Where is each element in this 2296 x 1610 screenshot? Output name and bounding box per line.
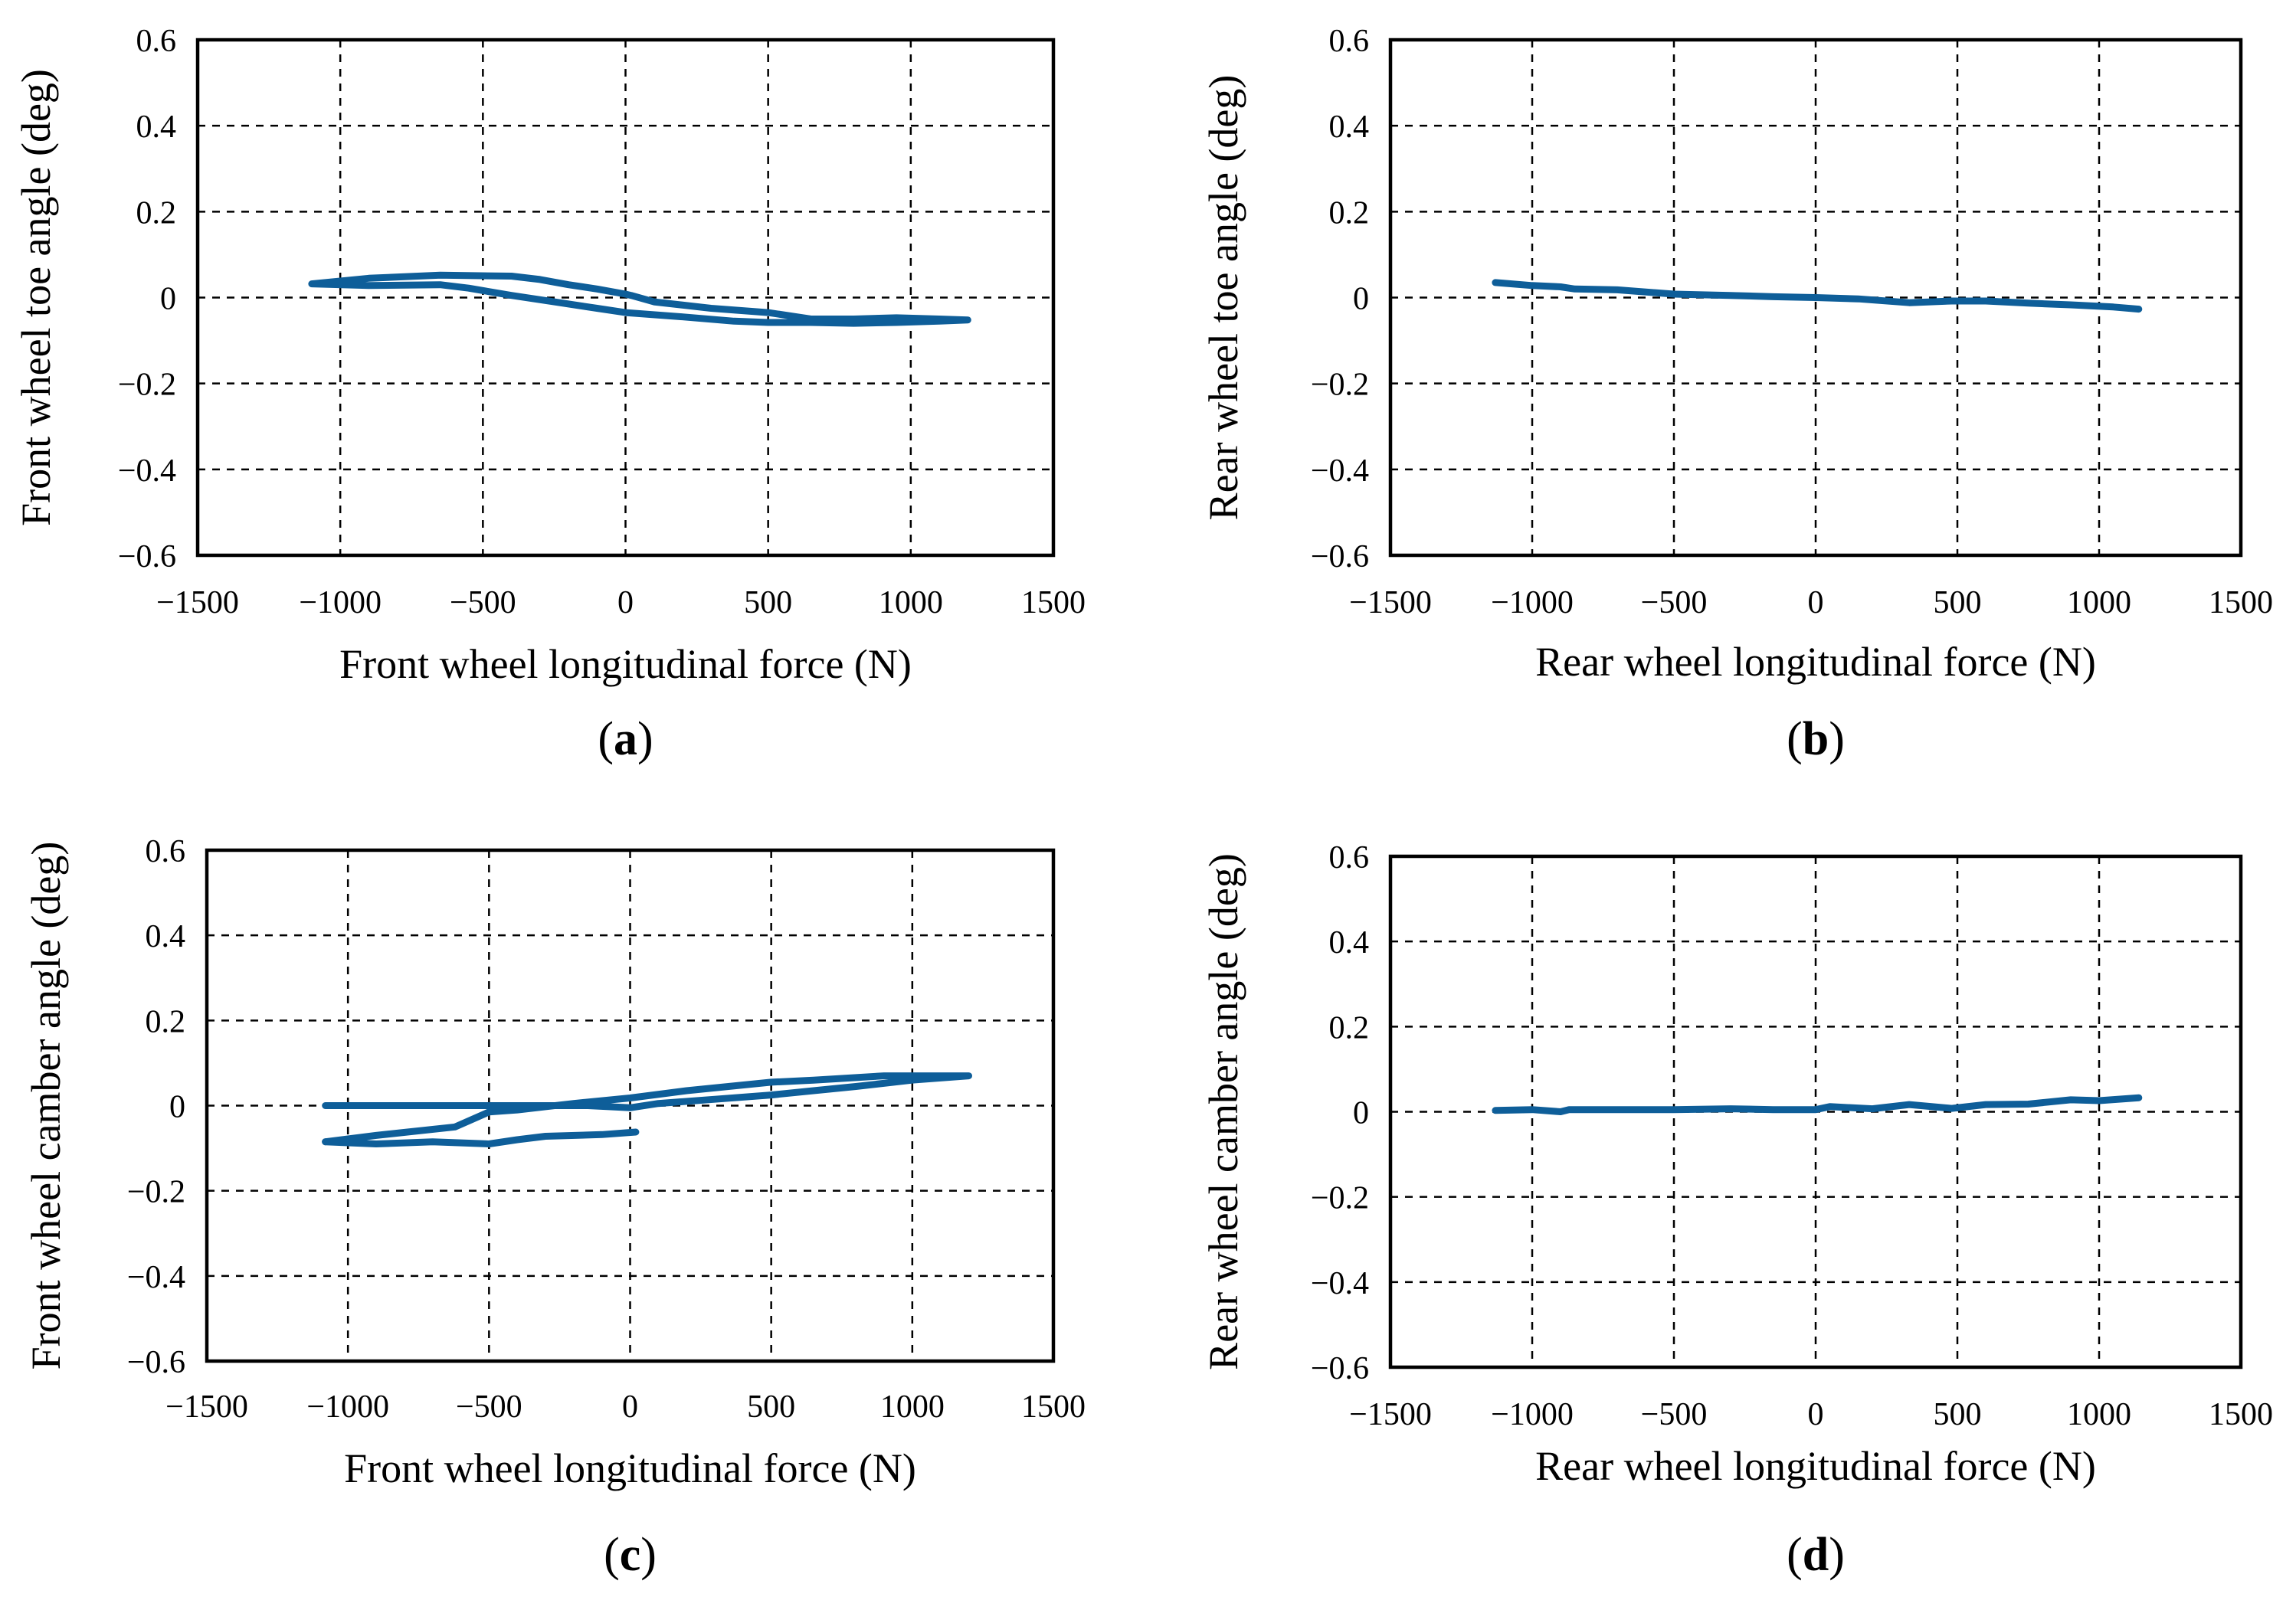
x-tick-label: −500 [1641,1397,1708,1432]
x-tick-label: −1500 [1349,1397,1432,1432]
x-tick-label: −500 [1641,585,1708,620]
x-tick-label: 1000 [2067,1397,2131,1432]
y-tick-label: 0.2 [146,1004,186,1039]
y-tick-label: 0.4 [136,110,177,145]
x-tick-label: −500 [450,585,516,620]
plot-frame [1388,38,2243,558]
x-axis-title: Front wheel longitudinal force (N) [339,641,912,687]
x-tick-label: 0 [617,585,634,620]
y-tick-label: −0.4 [1311,453,1369,489]
x-tick-label: −1000 [1491,585,1574,620]
x-tick-label: 1500 [2209,585,2273,620]
series-line [308,271,971,327]
panel-letter: d [1803,1529,1829,1581]
y-tick-label: −0.6 [1311,1351,1369,1386]
series-line [1492,1094,2143,1115]
y-tick-label: −0.2 [1311,1181,1369,1216]
plot-frame [205,848,1056,1363]
x-tick-label: 1000 [880,1389,945,1425]
x-tick-label: 500 [1934,585,1982,620]
panel-label: (a) [598,713,653,765]
panel-letter: c [620,1529,641,1581]
x-tick-label: −500 [456,1389,522,1425]
y-tick-label: −0.2 [127,1175,185,1210]
x-tick-label: 500 [744,585,792,620]
y-tick-label: 0.6 [136,24,177,59]
y-tick-label: 0 [1353,1096,1369,1131]
x-tick-label: 1000 [2067,585,2131,620]
x-tick-label: −1000 [1491,1397,1574,1432]
panel-label: (c) [604,1529,657,1581]
y-axis-title: Front wheel camber angle (deg) [23,842,69,1370]
y-tick-label: −0.4 [118,453,176,489]
x-tick-label: 1500 [1021,1389,1086,1425]
x-tick-label: 1500 [2209,1397,2273,1432]
series-line [322,1072,972,1146]
y-tick-label: −0.2 [118,368,176,403]
chart-panel-d: −1500 −1000 −500 0 500 1000 1500 0.6 0.4 0.2 0 −0.2… [1200,840,2273,1581]
plot-frame [195,38,1056,558]
y-axis-title: Rear wheel toe angle (deg) [1200,75,1246,521]
y-tick-label: 0 [160,282,176,317]
y-axis-title: Rear wheel camber angle (deg) [1200,853,1246,1370]
x-tick-label: 0 [622,1389,638,1425]
plot-frame [1388,854,2243,1369]
y-tick-label: −0.6 [118,539,176,574]
x-tick-label: 0 [1808,585,1824,620]
x-tick-label: −1500 [165,1389,248,1425]
chart-panel-a: −1500 −1000 −500 0 500 1000 1500 0.6 0.4 0.2 0 −0.2… [13,24,1086,765]
chart-panel-c: −1500 −1000 −500 0 500 1000 1500 0.6 0.4 0.2 0 −0.2… [23,834,1086,1581]
y-tick-label: 0.4 [1329,110,1370,145]
y-axis-title: Front wheel toe angle (deg) [13,69,59,526]
y-tick-label: −0.4 [1311,1266,1369,1301]
chart-panel-b: −1500 −1000 −500 0 500 1000 1500 0.6 0.4 0.2 0 −0.2… [1200,24,2273,765]
y-tick-label: 0.4 [146,919,186,954]
panel-letter: b [1803,713,1829,765]
x-tick-label: 1000 [879,585,943,620]
x-tick-label: −1000 [299,585,382,620]
y-tick-label: −0.4 [127,1260,185,1295]
y-tick-label: 0.2 [1329,195,1370,231]
panel-label: (b) [1787,713,1845,765]
y-tick-label: −0.6 [1311,539,1369,574]
y-tick-label: 0.6 [1329,840,1370,875]
panel-label: (d) [1787,1529,1845,1581]
y-tick-label: 0.4 [1329,925,1370,960]
x-tick-label: −1000 [306,1389,389,1425]
x-tick-label: 1500 [1021,585,1086,620]
y-tick-label: 0 [1353,282,1369,317]
x-tick-label: 500 [747,1389,795,1425]
x-tick-label: −1500 [156,585,239,620]
y-tick-label: 0.2 [1329,1010,1370,1046]
x-axis-title: Front wheel longitudinal force (N) [344,1445,916,1491]
panel-letter: a [614,713,637,765]
y-tick-label: 0.2 [136,195,177,231]
y-tick-label: 0 [169,1090,185,1125]
x-tick-label: −1500 [1349,585,1432,620]
x-axis-title: Rear wheel longitudinal force (N) [1535,639,2096,685]
y-tick-label: 0.6 [1329,24,1370,59]
y-tick-label: −0.6 [127,1345,185,1380]
y-tick-label: 0.6 [146,834,186,869]
x-tick-label: 0 [1808,1397,1824,1432]
series-line [1492,279,2143,313]
x-axis-title: Rear wheel longitudinal force (N) [1535,1443,2096,1489]
y-tick-label: −0.2 [1311,368,1369,403]
series-line-return [322,1128,640,1147]
x-tick-label: 500 [1934,1397,1982,1432]
